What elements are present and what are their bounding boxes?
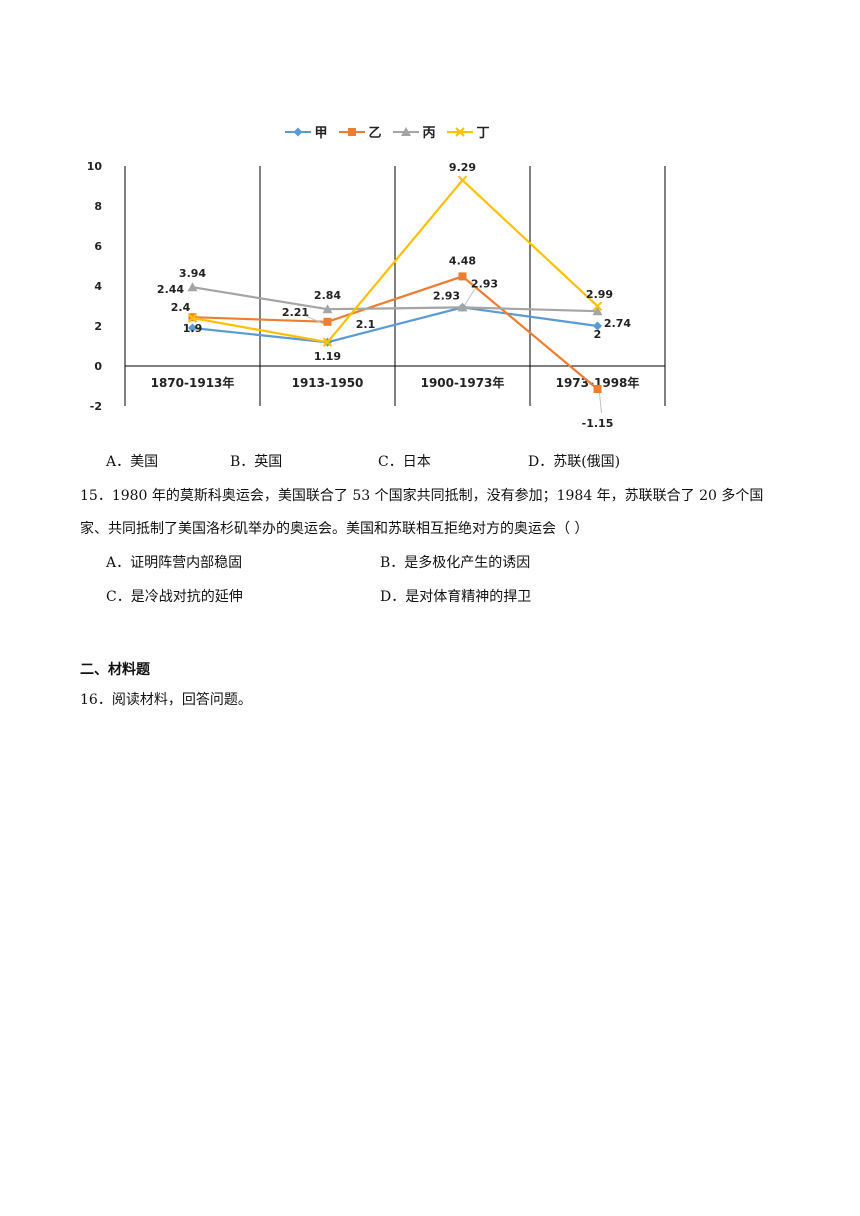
q15-option-c: C．是冷战对抗的延伸 [106,589,243,605]
data-label: 1.19 [314,350,341,363]
data-label: 2.93 [471,277,498,290]
y-tick-label: 2 [94,320,102,333]
data-label: 2.44 [157,283,184,296]
legend-label: 丙 [422,126,435,141]
y-tick-label: -2 [90,400,102,413]
data-label: 2.99 [586,288,613,301]
series-line [192,286,598,313]
chart-series [187,175,603,393]
legend-item: 甲 [285,126,328,141]
y-tick-label: 8 [94,200,102,213]
x-marker [455,127,465,137]
data-label: 2.84 [314,289,341,302]
x-tick-label: 1900-1973年 [421,375,505,390]
line-chart: 甲 乙 丙 丁 10 8 6 4 2 0 -2 1870-1913年 1913-1950 1900-19… [87,126,666,430]
q16-stem: 16．阅读材料，回答问题。 [80,692,252,708]
square-marker [348,128,356,136]
label-leader-line [464,289,475,306]
q15-option-d: D．是对体育精神的捍卫 [380,589,532,605]
data-label: 2.1 [356,318,376,331]
data-label: 1.9 [183,322,203,335]
y-tick-label: 0 [94,360,102,373]
q14-option-d: D．苏联(俄国) [528,454,621,470]
legend-item: 丙 [393,126,436,141]
triangle-marker [187,282,198,292]
q15-stem-line2: 家、共同抵制了美国洛杉矶举办的奥运会。美国和苏联相互拒绝对方的奥运会（ ） [80,521,589,537]
square-marker [458,272,467,281]
legend-label: 甲 [314,126,327,141]
chart-axes: 10 8 6 4 2 0 -2 1870-1913年 1913-1950 1900-1973年 19… [87,160,666,413]
series-line [192,275,599,390]
x-marker [457,175,468,185]
data-label: 2 [594,328,602,341]
chart-data-labels: 1.9 2.44 2.21 4.48 -1.15 3.94 2.84 2.93 2.74 2.4 1… [157,161,631,430]
series-line [192,178,599,344]
x-tick-label: 1870-1913年 [151,375,235,390]
triangle-marker [401,127,411,136]
q15-option-a: A．证明阵营内部稳固 [106,555,243,571]
legend-item: 乙 [339,126,382,141]
triangle-marker [457,302,468,312]
data-label: 3.94 [179,267,206,280]
y-tick-label: 10 [87,160,103,173]
series-triangle [187,282,603,316]
y-tick-label: 4 [94,280,102,293]
data-label: 2.93 [433,289,460,302]
legend-label: 丁 [476,126,489,141]
diamond-marker [188,323,197,333]
data-label: 2.21 [282,306,309,319]
data-label: 2.74 [604,317,631,330]
y-tick-label: 6 [94,240,102,253]
triangle-marker [322,304,333,314]
data-label: -1.15 [582,417,614,430]
x-tick-label: 1913-1950 [292,376,364,390]
q14-option-a: A．美国 [106,454,159,470]
legend-item: 丁 [447,126,490,141]
x-tick-label: 1973-1998年 [556,375,640,390]
series-x [187,175,603,347]
q15-stem-line1: 15．1980 年的莫斯科奥运会，美国联合了 53 个国家共同抵制，没有参加；1… [80,488,764,504]
x-marker [187,313,198,323]
diamond-marker [293,127,303,137]
legend-label: 乙 [368,126,381,141]
q14-option-b: B．英国 [230,454,283,470]
x-marker [592,301,603,311]
data-label: 9.29 [449,161,476,174]
label-leader-line [599,392,602,414]
label-leader-line [305,315,324,325]
data-label: 2.4 [171,301,191,314]
x-marker [322,337,333,347]
square-marker [323,317,332,326]
square-marker [593,385,602,393]
section-title: 二、材料题 [80,662,150,678]
diamond-marker [593,321,602,331]
q15-option-b: B．是多极化产生的诱因 [380,555,531,571]
q14-option-c: C．日本 [378,454,431,470]
chart-legend: 甲乙丙丁 [285,126,490,141]
series-line [192,306,598,344]
data-label: 4.48 [449,254,476,267]
triangle-marker [592,306,603,316]
